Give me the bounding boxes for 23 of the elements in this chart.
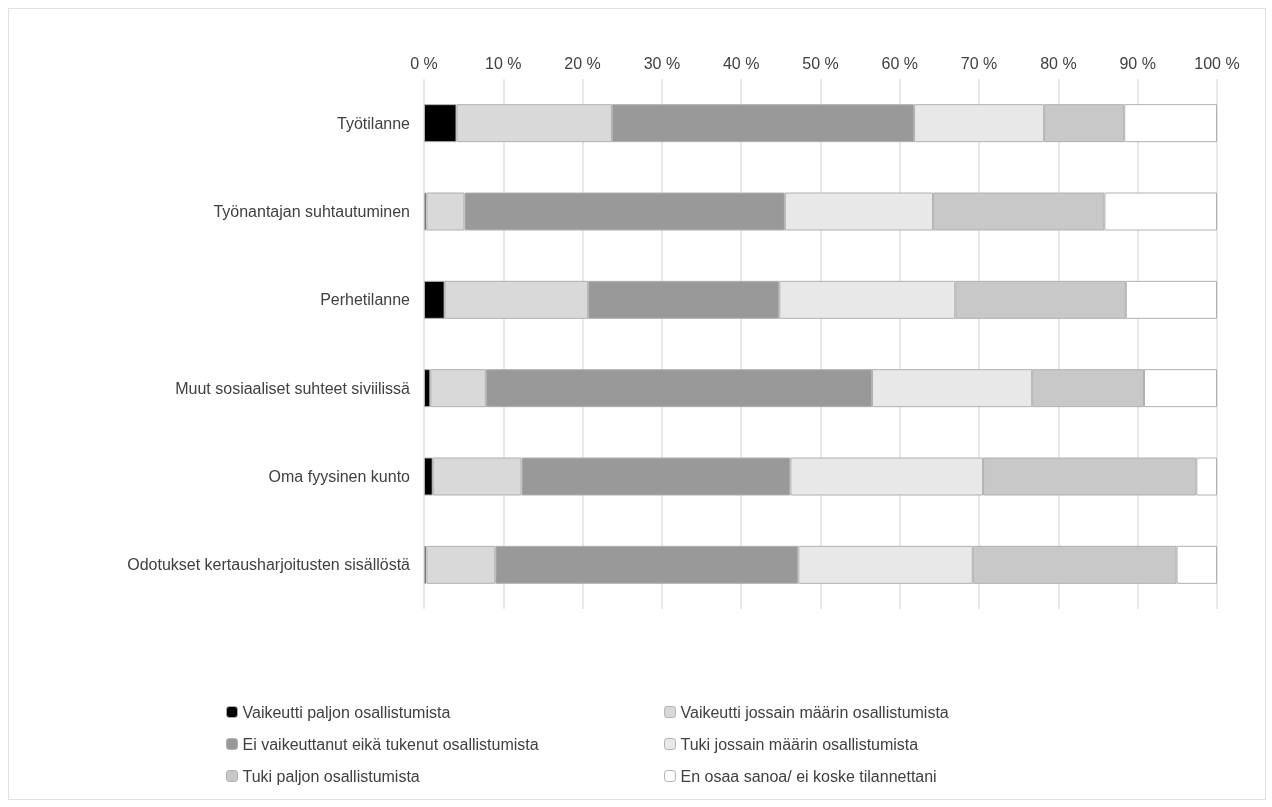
y-tick-label: Perhetilanne: [320, 291, 411, 309]
legend-label: Vaikeutti paljon osallistumista: [242, 703, 451, 721]
x-tick-label: 60 %: [881, 54, 919, 72]
y-tick-label: Työtilanne: [337, 114, 411, 132]
x-tick-label: 40 %: [722, 54, 760, 72]
x-tick-label: 90 %: [1119, 54, 1156, 72]
legend-label: En osaa sanoa/ ei koske tilannettani: [680, 767, 937, 785]
legend-label: Ei vaikeuttanut eikä tukenut osallistumista: [242, 735, 539, 753]
y-tick-label: Muut sosiaaliset suhteet siviilissä: [175, 379, 411, 397]
legend-label: Tuki paljon osallistumista: [242, 767, 420, 785]
x-tick-label: 80 %: [1040, 54, 1077, 72]
x-tick-label: 0 %: [410, 54, 438, 72]
x-tick-label: 30 %: [643, 54, 681, 72]
legend-label: Vaikeutti jossain määrin osallistumista: [680, 703, 949, 721]
y-tick-label: Oma fyysinen kunto: [268, 468, 411, 485]
x-tick-label: 20 %: [564, 54, 601, 72]
y-tick-label: Odotukset kertausharjoitusten sisällöstä: [127, 556, 411, 574]
y-tick-label: Työnantajan suhtautuminen: [213, 203, 410, 220]
x-tick-label: 10 %: [485, 54, 522, 72]
x-tick-label: 70 %: [960, 54, 998, 72]
legend-label: Tuki jossain määrin osallistumista: [680, 735, 919, 753]
x-tick-label: 50 %: [802, 54, 839, 72]
x-tick-label: 100 %: [1194, 54, 1240, 72]
